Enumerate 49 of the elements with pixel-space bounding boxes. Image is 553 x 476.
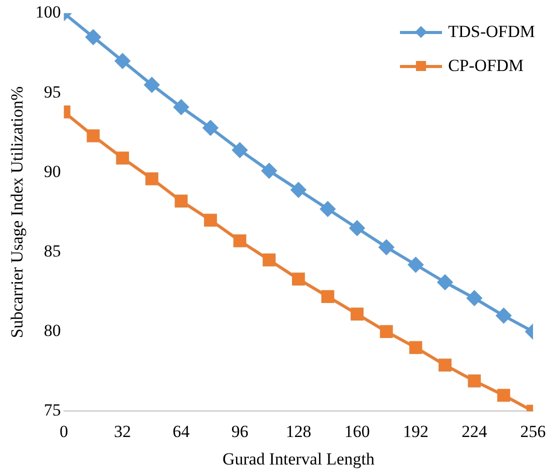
point [408,257,424,272]
point [320,202,336,217]
point [232,142,248,158]
point [86,129,100,142]
x-tick-label: 64 [172,422,190,441]
point [290,182,306,198]
y-axis-title: Subcarrier Usage Index Utilization% [8,86,27,338]
x-tick-label: 160 [344,422,370,441]
y-tick-label: 85 [44,241,61,260]
x-tick-label: 256 [520,422,546,441]
point [202,120,218,136]
x-tick-label: 192 [402,422,428,441]
point [262,254,276,266]
x-tick-label: 128 [286,422,312,441]
legend-label: CP-OFDM [448,56,524,76]
point [497,388,510,402]
point [116,152,129,165]
point [350,220,365,236]
point [115,53,130,68]
point [145,172,158,186]
y-tick-label: 95 [44,82,61,102]
y-tick-label: 75 [44,400,61,420]
point [292,272,305,286]
point [350,308,364,321]
point [496,308,512,324]
point [174,100,189,115]
point [438,358,452,372]
x-tick-label: 32 [114,422,132,441]
point [204,214,217,227]
x-tick-label: 96 [231,422,248,441]
point [378,240,394,255]
point [409,341,422,354]
point [144,77,160,92]
point [86,30,101,45]
legend-label: TDS-OFDM [448,22,535,42]
point [468,374,481,388]
x-axis-title: Gurad Interval Length [222,449,375,468]
point [466,290,482,306]
point [262,163,277,178]
y-tick-label: 100 [35,2,61,22]
point [380,325,393,338]
y-tick-label: 80 [44,321,61,340]
y-tick-label: 90 [44,162,61,181]
x-tick-label: 0 [60,422,68,441]
point [321,290,334,304]
point [233,234,246,248]
x-tick-label: 224 [462,422,488,441]
point [174,194,188,208]
point [438,274,453,290]
